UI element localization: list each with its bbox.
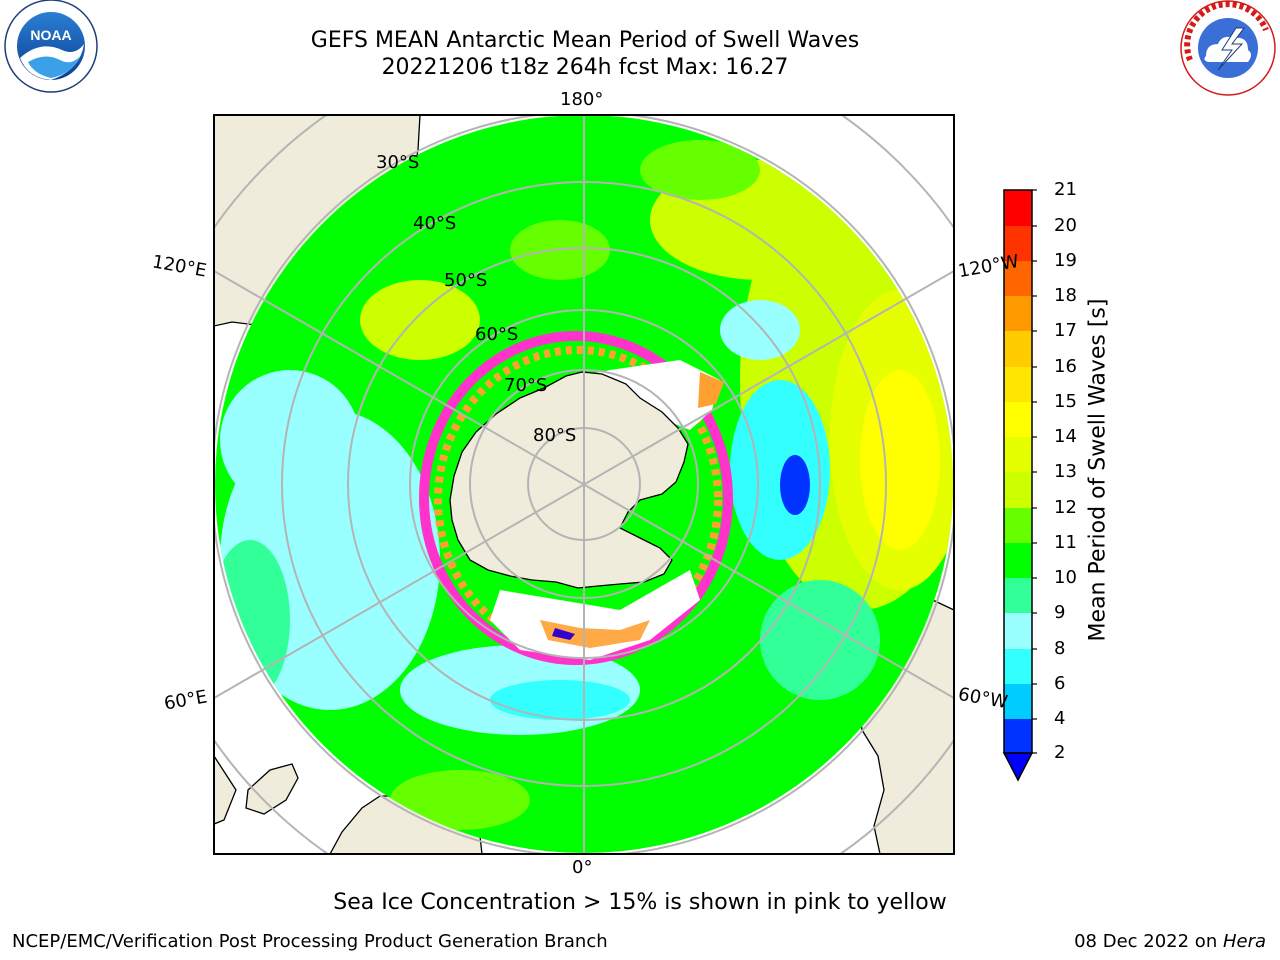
lat-label-50s: 50°S (444, 270, 488, 291)
colorbar-tick: 10 (1054, 567, 1077, 588)
colorbar-tick: 19 (1054, 250, 1077, 271)
lon-label-180: 180° (560, 89, 604, 110)
lat-label-80s: 80°S (533, 425, 577, 446)
lat-label-30s: 30°S (376, 152, 420, 173)
colorbar-tick: 16 (1054, 356, 1077, 377)
colorbar-tick: 9 (1054, 602, 1066, 623)
footer-machine: Hera (1222, 931, 1266, 952)
colorbar-tick: 4 (1054, 708, 1066, 729)
colorbar-label: Mean Period of Swell Waves [s] (1085, 298, 1111, 642)
colorbar-tick: 13 (1054, 461, 1077, 482)
graticule (214, 115, 954, 854)
noaa-logo: NOAA (4, 0, 98, 93)
colorbar-tick: 17 (1054, 320, 1077, 341)
lat-label-40s: 40°S (413, 213, 457, 234)
colorbar (1002, 189, 1037, 782)
colorbar-tick: 18 (1054, 285, 1077, 306)
chart-title: GEFS MEAN Antarctic Mean Period of Swell… (310, 28, 860, 53)
colorbar-tick: 12 (1054, 497, 1077, 518)
colorbar-tick: 8 (1054, 638, 1066, 659)
map-frame (213, 114, 955, 855)
chart-subtitle-run-info: 20221206 t18z 264h fcst Max: 16.27 (381, 55, 789, 80)
sea-ice-note: Sea Ice Concentration > 15% is shown in … (333, 890, 947, 915)
svg-text:NOAA: NOAA (30, 27, 71, 43)
colorbar-tick: 21 (1054, 179, 1077, 200)
lat-label-70s: 70°S (504, 375, 548, 396)
colorbar-tick: 14 (1054, 426, 1077, 447)
colorbar-tick: 2 (1054, 742, 1066, 763)
footer-date-text: 08 Dec 2022 on (1074, 931, 1223, 952)
colorbar-extend-min (1002, 752, 1034, 782)
lat-label-60s: 60°S (475, 324, 519, 345)
map-area (214, 115, 954, 854)
colorbar-tick: 15 (1054, 391, 1077, 412)
nws-logo (1180, 0, 1276, 96)
sea-ice-band (419, 331, 733, 665)
footer-credit: NCEP/EMC/Verification Post Processing Pr… (12, 931, 608, 952)
colorbar-tick: 11 (1054, 532, 1077, 553)
colorbar-tick: 20 (1054, 215, 1077, 236)
colorbar-tick: 6 (1054, 673, 1066, 694)
footer-date: 08 Dec 2022 on Hera (1074, 931, 1266, 952)
lon-label-0: 0° (572, 857, 593, 878)
